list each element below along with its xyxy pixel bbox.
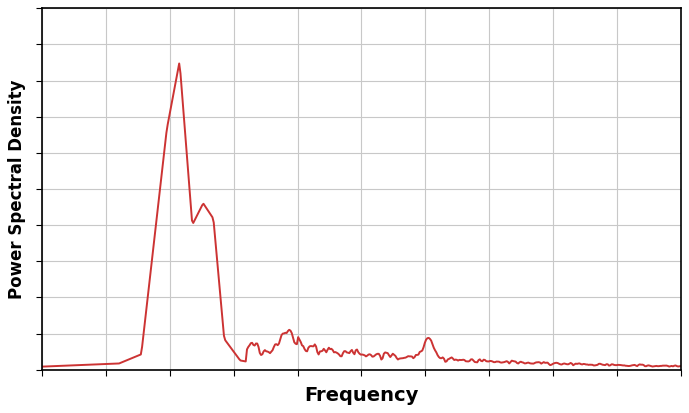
X-axis label: Frequency: Frequency bbox=[305, 386, 419, 405]
Y-axis label: Power Spectral Density: Power Spectral Density bbox=[8, 79, 26, 299]
